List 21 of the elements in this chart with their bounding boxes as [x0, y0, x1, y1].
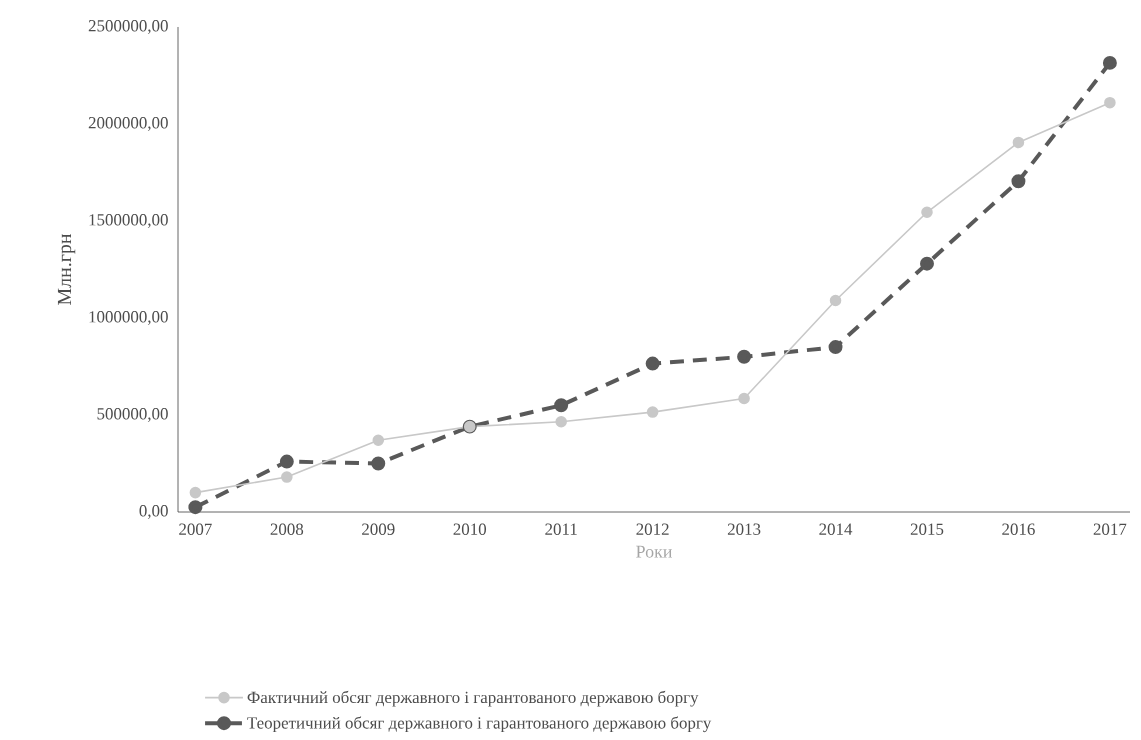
- x-tick-label: 2015: [910, 523, 944, 535]
- x-tick-label: 2008: [270, 523, 304, 535]
- legend-label: Фактичний обсяг державного і гарантованого державою боргу: [247, 690, 699, 707]
- x-tick-label: 2016: [1002, 523, 1035, 535]
- x-tick-label: 2017: [1093, 523, 1127, 535]
- x-tick-label: 2010: [453, 523, 487, 535]
- x-tick-label: 2012: [636, 523, 669, 535]
- y-tick-label: 2500000,00: [88, 20, 168, 34]
- y-tick-label: 500000,00: [97, 408, 168, 422]
- x-axis-title: Роки: [636, 545, 672, 558]
- x-tick-label: 2011: [545, 523, 577, 535]
- x-tick-label: 2007: [179, 523, 212, 535]
- y-axis-title: Млн.грн: [57, 233, 76, 305]
- x-tick-label: 2013: [727, 523, 761, 535]
- y-tick-label: 1000000,00: [89, 311, 168, 325]
- x-tick-label: 2014: [819, 523, 853, 535]
- y-tick-label: 2000000,00: [88, 117, 168, 131]
- x-tick-label: 2009: [362, 523, 395, 535]
- y-tick-label: 0,00: [139, 505, 168, 519]
- y-tick-label: 1500000,00: [89, 214, 168, 228]
- legend-label: Теоретичний обсяг державного і гарантованого державою боргу: [247, 716, 712, 733]
